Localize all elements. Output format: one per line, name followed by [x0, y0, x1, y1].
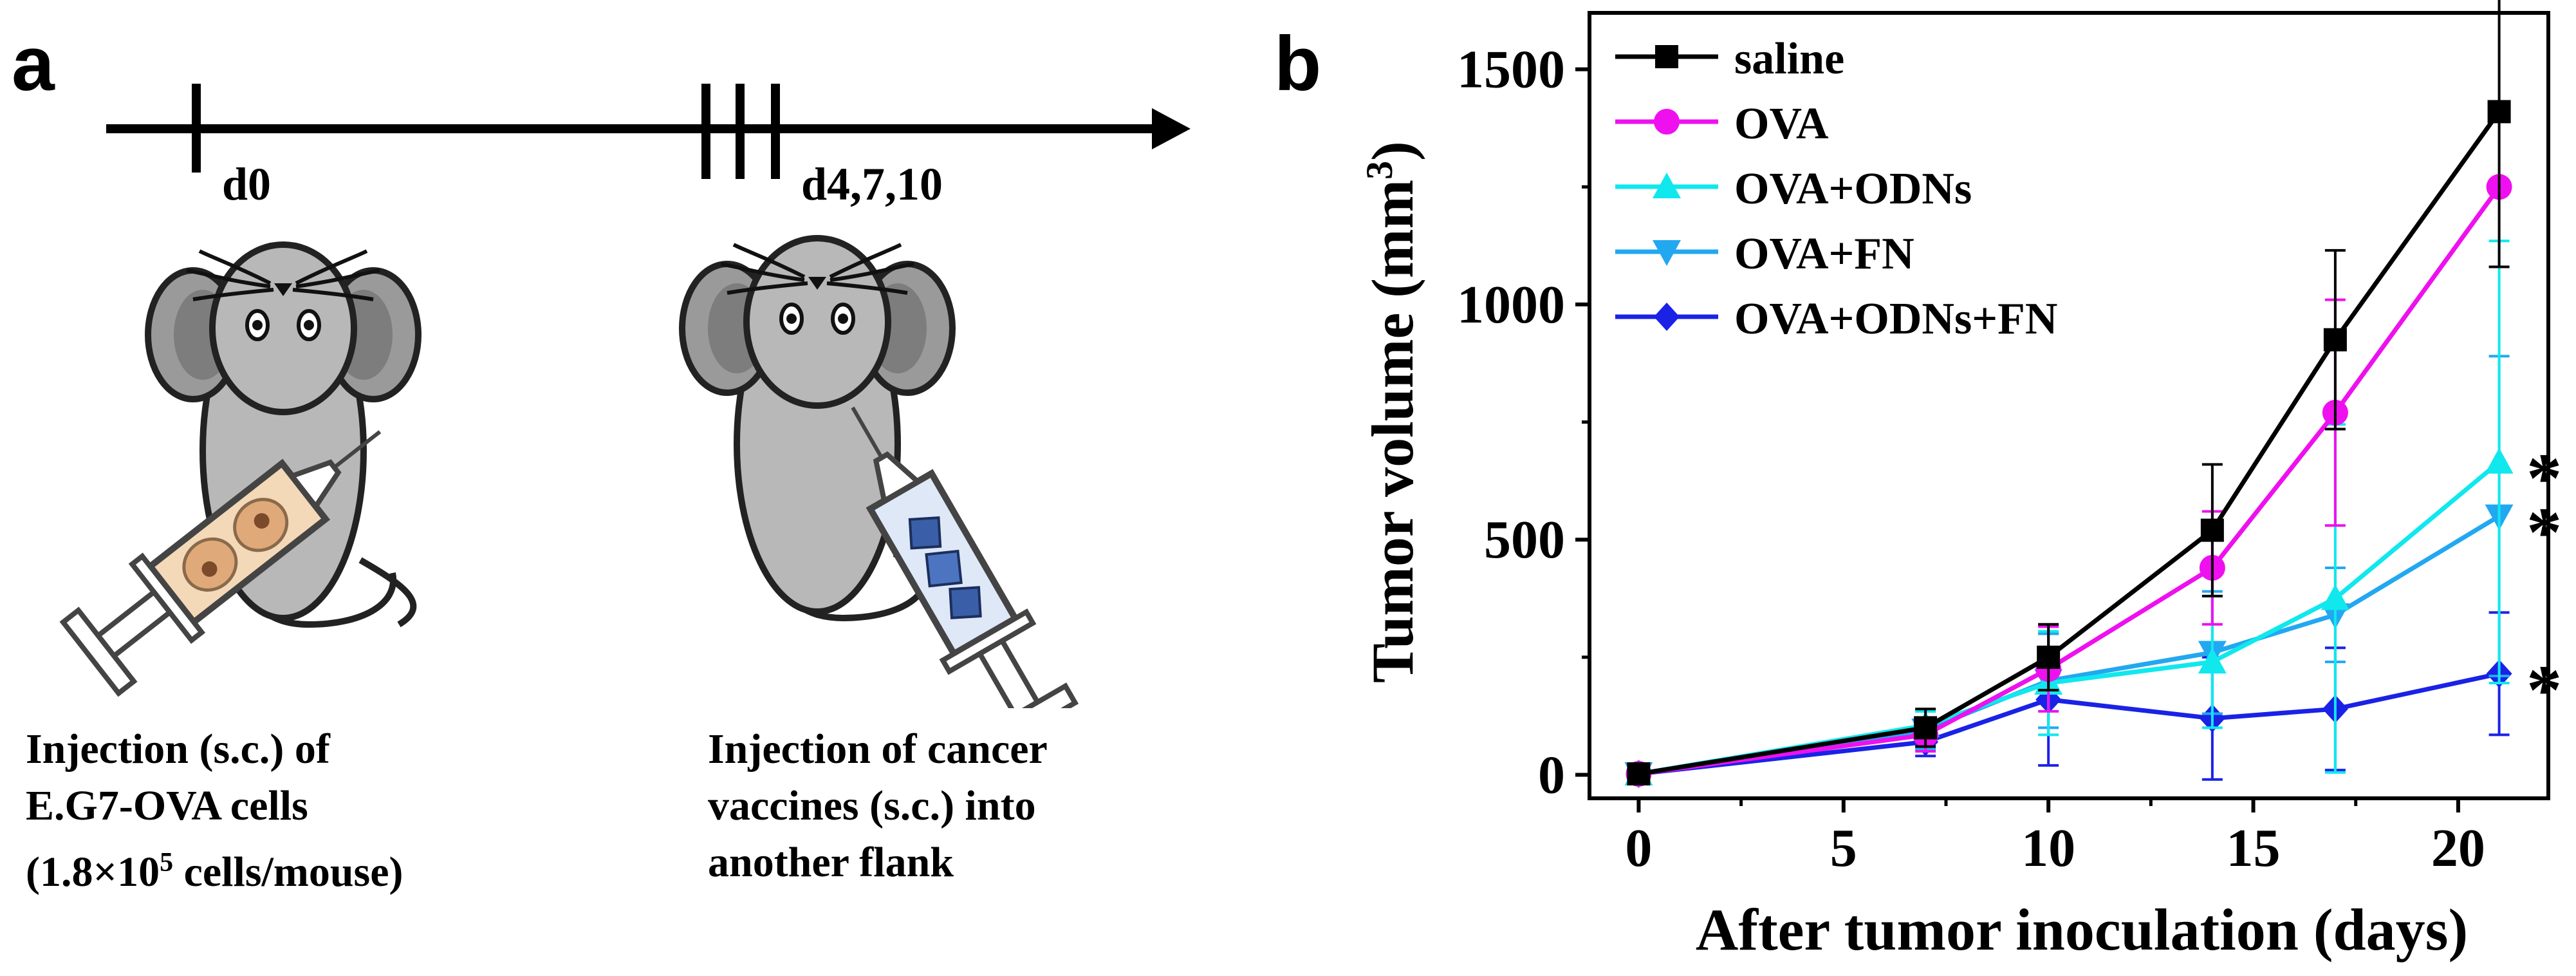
caption-line: vaccines (s.c.) into [708, 782, 1036, 829]
series-saline [1627, 0, 2511, 786]
caption-tumor-injection: Injection (s.c.) of E.G7-OVA cells (1.8×… [26, 721, 403, 901]
data-point [2485, 447, 2514, 474]
data-point [2200, 518, 2224, 542]
legend-marker [1653, 240, 1681, 266]
timeline [106, 84, 1191, 179]
panel-a: a [0, 0, 1287, 976]
y-tick-label: 1000 [1457, 275, 1565, 335]
legend-marker [1653, 173, 1681, 198]
syringe-cells-icon [59, 430, 382, 697]
x-axis-label: After tumor inoculation (days) [1696, 897, 2468, 962]
caption-line: (1.8×105 cells/mouse) [26, 848, 403, 896]
legend-marker [1654, 303, 1680, 331]
data-point [2323, 328, 2347, 352]
legend-label: OVA+ODNs+FN [1734, 294, 2057, 344]
mouse-icon [679, 235, 956, 622]
timeline-arrowhead [1152, 108, 1191, 149]
x-tick-label: 20 [2431, 818, 2485, 878]
significance-star: * [2526, 650, 2562, 729]
caption-line: Injection of cancer [708, 726, 1048, 773]
series-line [1638, 110, 2501, 776]
x-tick-label: 5 [1830, 818, 1857, 878]
legend-label: saline [1734, 34, 1844, 84]
caption-line: another flank [708, 839, 954, 886]
legend-label: OVA+FN [1734, 229, 1914, 279]
series-line [1638, 514, 2501, 776]
timepoint-d0-label: d0 [222, 158, 272, 210]
data-point [2487, 100, 2511, 124]
y-tick-label: 0 [1538, 745, 1565, 805]
data-point [2037, 645, 2061, 669]
legend-item: OVA+ODNs+FN [1615, 294, 2057, 344]
panel-b: b 0 5 10 15 20 0 500 1000 1500 After tumor inocul… [1255, 0, 2576, 976]
data-point [1627, 762, 1651, 786]
x-tick-label: 0 [1625, 818, 1652, 878]
panel-a-label: a [12, 21, 55, 107]
data-point [2321, 584, 2349, 610]
y-tick-label: 1500 [1457, 40, 1565, 100]
legend-item: OVA+ODNs [1615, 164, 1972, 214]
legend-marker [1654, 109, 1680, 135]
legend-label: OVA [1734, 99, 1829, 149]
y-axis-label: Tumor volume (mm3) [1358, 141, 1426, 683]
syringe-vaccine-icon [851, 406, 1079, 708]
legend-item: saline [1615, 34, 1844, 84]
mouse-icon [145, 241, 422, 628]
legend-item: OVA [1615, 99, 1829, 149]
legend: saline OVA OVA+ODNs OVA+FN OVA+ODNs+FN [1615, 34, 2057, 344]
caption-line: Injection (s.c.) of [26, 726, 330, 773]
x-tick-label: 15 [2227, 818, 2281, 878]
legend-label: OVA+ODNs [1734, 164, 1972, 214]
data-point [2198, 648, 2227, 674]
series-line [1638, 671, 2500, 776]
tumor-volume-chart: 0 5 10 15 20 0 500 1000 1500 After tumor inoculat… [1358, 0, 2562, 962]
legend-marker [1655, 45, 1678, 68]
series-line [1638, 185, 2501, 776]
timeline-diagram [59, 84, 1191, 708]
timepoint-d4-7-10-label: d4,7,10 [801, 158, 943, 210]
series-ova-fn [1624, 355, 2514, 789]
data-point [1914, 716, 1938, 740]
panel-b-label: b [1274, 21, 1322, 107]
x-tick-label: 10 [2021, 818, 2075, 878]
y-tick-label: 500 [1484, 510, 1565, 570]
caption-vaccine-injection: Injection of cancer vaccines (s.c.) into… [708, 721, 1048, 891]
significance-star: * [2526, 439, 2562, 518]
plot-frame [1588, 11, 2550, 800]
significance-star: * [2526, 493, 2562, 572]
caption-line: E.G7-OVA cells [26, 782, 308, 829]
legend-item: OVA+FN [1615, 229, 1914, 279]
series-line [1638, 460, 2501, 776]
